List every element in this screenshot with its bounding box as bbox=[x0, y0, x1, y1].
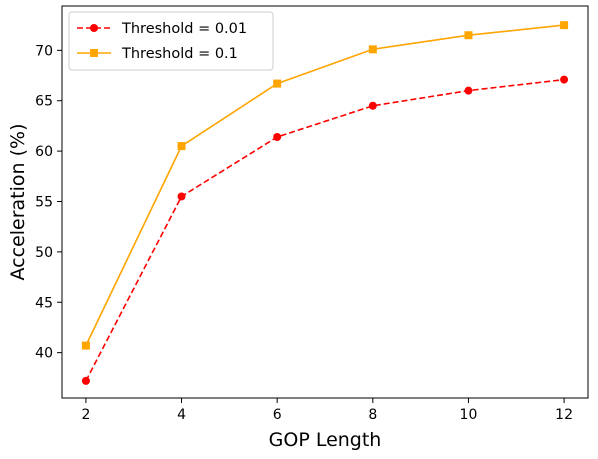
data-point bbox=[560, 75, 569, 84]
x-tick-label: 4 bbox=[177, 407, 186, 423]
y-tick-label: 45 bbox=[35, 295, 53, 311]
y-axis-label: Acceleration (%) bbox=[7, 124, 29, 281]
series-line bbox=[85, 24, 565, 346]
data-point bbox=[177, 192, 186, 201]
legend-box bbox=[68, 11, 274, 71]
legend: Threshold = 0.01 Threshold = 0.1 bbox=[68, 11, 274, 71]
x-tick-label: 2 bbox=[81, 407, 90, 423]
y-axis: 40 45 50 55 60 65 70 bbox=[35, 43, 62, 362]
data-point bbox=[81, 376, 90, 385]
y-tick-label: 70 bbox=[35, 43, 53, 59]
y-tick-label: 55 bbox=[35, 194, 53, 210]
legend-label: Threshold = 0.01 bbox=[121, 21, 247, 37]
data-point bbox=[368, 45, 377, 54]
plot-area bbox=[61, 5, 589, 399]
series-line bbox=[85, 78, 565, 382]
x-axis: 2 4 6 8 10 12 bbox=[81, 398, 573, 423]
legend-item: Threshold = 0.01 bbox=[77, 21, 247, 37]
series-layer bbox=[81, 21, 569, 385]
legend-marker bbox=[90, 24, 98, 32]
data-point bbox=[368, 101, 377, 110]
legend-item: Threshold = 0.1 bbox=[77, 46, 238, 62]
y-tick-label: 40 bbox=[35, 346, 53, 362]
legend-marker bbox=[90, 49, 98, 57]
legend-label: Threshold = 0.1 bbox=[121, 46, 238, 62]
data-point bbox=[464, 31, 473, 40]
x-tick-label: 8 bbox=[368, 407, 377, 423]
x-tick-label: 12 bbox=[555, 407, 573, 423]
series-1 bbox=[81, 75, 569, 385]
series-2 bbox=[81, 21, 569, 350]
x-tick-label: 10 bbox=[460, 407, 478, 423]
data-point bbox=[273, 79, 282, 88]
y-tick-label: 60 bbox=[35, 144, 53, 160]
y-tick-label: 65 bbox=[35, 94, 53, 110]
data-point bbox=[560, 21, 569, 30]
x-axis-label: GOP Length bbox=[269, 429, 382, 451]
data-point bbox=[81, 341, 90, 350]
data-point bbox=[464, 86, 473, 95]
data-point bbox=[273, 133, 282, 142]
x-tick-label: 6 bbox=[273, 407, 282, 423]
y-tick-label: 50 bbox=[35, 245, 53, 261]
data-point bbox=[177, 142, 186, 151]
